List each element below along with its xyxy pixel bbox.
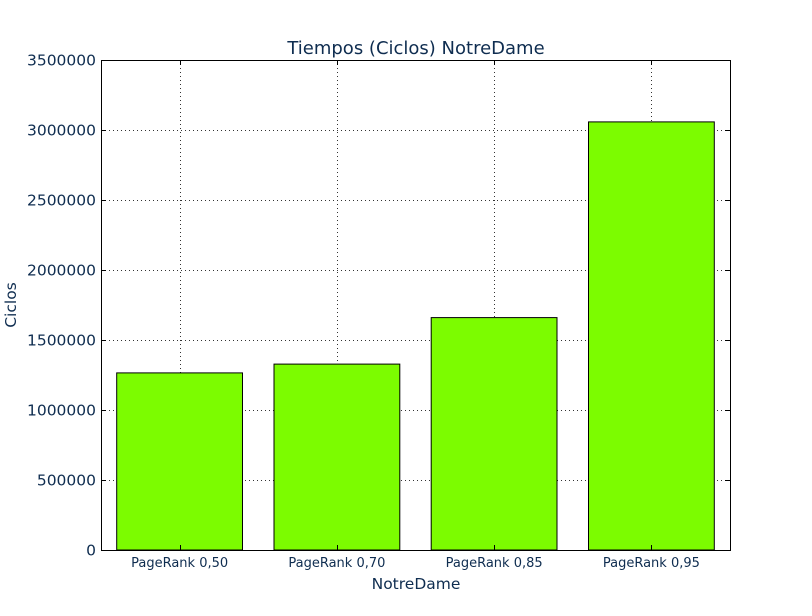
plot-frame — [101, 60, 731, 551]
y-tick-labels: 0 500000 1000000 1500000 2000000 2500000 30000… — [27, 52, 96, 560]
y-tick-label: 3500000 — [27, 52, 96, 70]
y-tick-label: 1000000 — [27, 402, 96, 420]
bar — [588, 121, 715, 551]
x-axis-label: NotreDame — [372, 575, 461, 593]
x-tick-label: PageRank 0,95 — [603, 556, 700, 571]
x-tick-labels: PageRank 0,50 PageRank 0,70 PageRank 0,85 P… — [131, 556, 700, 571]
x-tick-label: PageRank 0,50 — [131, 556, 228, 571]
bar — [273, 363, 401, 551]
bar — [116, 372, 243, 551]
chart-title: Tiempos (Ciclos) NotreDame — [286, 38, 544, 59]
bars — [116, 121, 715, 551]
y-tick-label: 500000 — [37, 472, 96, 490]
y-tick-label: 3000000 — [27, 122, 96, 140]
bar — [430, 317, 558, 551]
x-tick-label: PageRank 0,85 — [446, 556, 543, 571]
axis-ticks — [101, 60, 730, 551]
y-tick-label: 1500000 — [27, 332, 96, 350]
y-tick-label: 2000000 — [27, 262, 96, 280]
y-axis-label: Ciclos — [2, 282, 20, 328]
y-tick-label: 2500000 — [27, 192, 96, 210]
x-tick-label: PageRank 0,70 — [288, 556, 385, 571]
y-tick-label: 0 — [86, 542, 96, 560]
